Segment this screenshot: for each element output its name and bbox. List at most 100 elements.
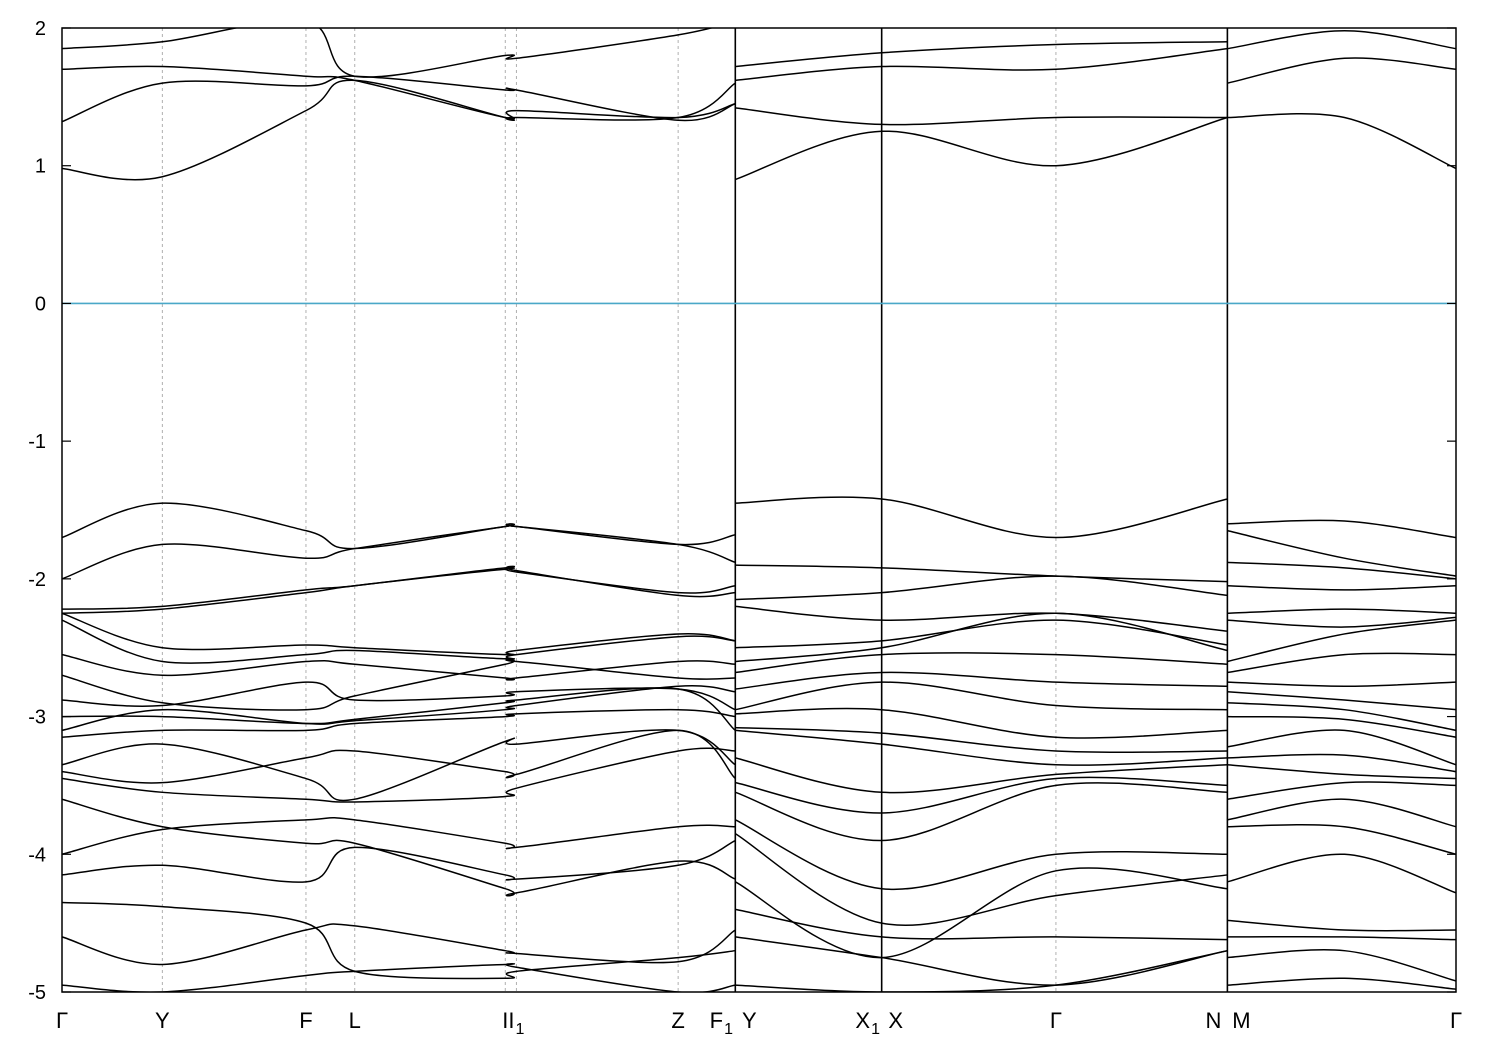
band-line <box>62 816 736 856</box>
band-line <box>1227 729 1456 766</box>
band-line <box>735 652 1228 674</box>
band-line <box>1227 853 1456 894</box>
band-line <box>735 782 1228 842</box>
kpoint-label: Γ <box>1050 1008 1062 1033</box>
band-line <box>1227 584 1456 591</box>
kpoint-label: Z <box>671 1008 684 1033</box>
band-line <box>735 707 1228 739</box>
y-tick-label: -4 <box>28 844 46 866</box>
band-line <box>62 79 736 181</box>
band-line <box>1227 764 1456 780</box>
band-line <box>1227 529 1456 577</box>
band-line <box>1227 619 1456 663</box>
band-line <box>1227 935 1456 941</box>
y-tick-label: -5 <box>28 982 46 1004</box>
band-line <box>62 619 736 664</box>
y-tick-label: -3 <box>28 707 46 729</box>
kpoint-label: L <box>349 1008 361 1033</box>
band-line <box>62 659 736 711</box>
band-line <box>734 832 1228 927</box>
band-line <box>735 619 1228 649</box>
kpoint-label: F <box>299 1008 312 1033</box>
band-line <box>62 963 736 992</box>
band-line <box>1227 691 1456 711</box>
band-line <box>735 681 1228 711</box>
band-line <box>62 502 736 550</box>
kpoint-label: Γ <box>1450 1008 1462 1033</box>
band-line <box>62 75 736 123</box>
band-line <box>735 776 1228 814</box>
band-line <box>1227 753 1456 773</box>
band-line <box>62 708 736 738</box>
band-line <box>735 936 1228 986</box>
band-line <box>735 949 1228 992</box>
y-tick-label: 1 <box>35 156 46 178</box>
y-tick-label: -2 <box>28 569 46 591</box>
band-line <box>1227 616 1456 628</box>
band-line <box>735 908 1228 941</box>
y-tick-label: -1 <box>28 431 46 453</box>
y-axis-ticks: -5 -4 -3 -2 -1 0 1 2 <box>28 18 1456 1004</box>
band-line <box>62 681 736 711</box>
band-line <box>734 867 1228 959</box>
band-line <box>62 612 736 656</box>
band-line <box>735 107 1228 126</box>
y-tick-label: 2 <box>35 18 46 40</box>
band-line <box>735 47 1228 82</box>
band-line <box>1227 715 1456 738</box>
band-line <box>735 671 1228 690</box>
kpoint-subscript: 1 <box>871 1021 880 1038</box>
band-line <box>62 747 736 803</box>
band-line <box>735 496 1228 539</box>
kpoint-label: Γ <box>56 1008 68 1033</box>
bands <box>62 28 1456 992</box>
kpoint-label: X <box>888 1008 903 1033</box>
band-line <box>1227 652 1456 674</box>
band-line <box>1227 608 1456 615</box>
band-line <box>735 605 1228 632</box>
band-line <box>62 685 736 732</box>
band-line <box>1227 519 1456 539</box>
band-line <box>1227 113 1456 170</box>
band-line <box>735 575 1228 601</box>
kpoint-label: N <box>1205 1008 1221 1033</box>
band-line <box>735 41 1228 68</box>
band-line <box>62 28 715 78</box>
band-line <box>1227 681 1456 688</box>
band-line <box>735 116 1228 181</box>
plot-frame <box>61 27 1457 993</box>
band-line <box>1227 561 1456 580</box>
band-line <box>62 923 736 966</box>
band-line <box>1227 30 1456 50</box>
kpoint-subscript: 1 <box>724 1021 733 1038</box>
kpoint-label: Y <box>155 1008 170 1033</box>
band-line <box>1227 798 1456 828</box>
band-line <box>62 565 736 610</box>
band-line <box>1227 702 1456 732</box>
band-line <box>735 612 1228 663</box>
band-line <box>62 653 736 681</box>
band-line <box>62 729 736 802</box>
band-line <box>62 729 736 784</box>
x-axis-kpoint-labels: Γ Y F L I I1 Z F1 Y X1 X Γ N M Γ <box>56 1008 1462 1038</box>
band-line <box>62 65 736 120</box>
plot-border <box>61 27 1457 993</box>
y-tick-label: 0 <box>35 293 46 315</box>
band-line <box>1227 949 1456 982</box>
band-line <box>735 757 1228 794</box>
band-line <box>735 729 1228 766</box>
band-line <box>1227 781 1456 800</box>
band-line <box>735 726 1228 754</box>
grid-lines <box>161 28 1229 992</box>
kpoint-label: Y <box>742 1008 757 1033</box>
band-line <box>1227 977 1456 990</box>
band-line <box>1227 823 1456 856</box>
kpoint-label: I <box>502 1008 508 1033</box>
band-line <box>62 523 736 580</box>
band-line <box>1227 919 1456 932</box>
kpoint-subscript: 1 <box>516 1021 525 1038</box>
band-line <box>1227 57 1456 84</box>
band-line <box>735 564 1228 583</box>
